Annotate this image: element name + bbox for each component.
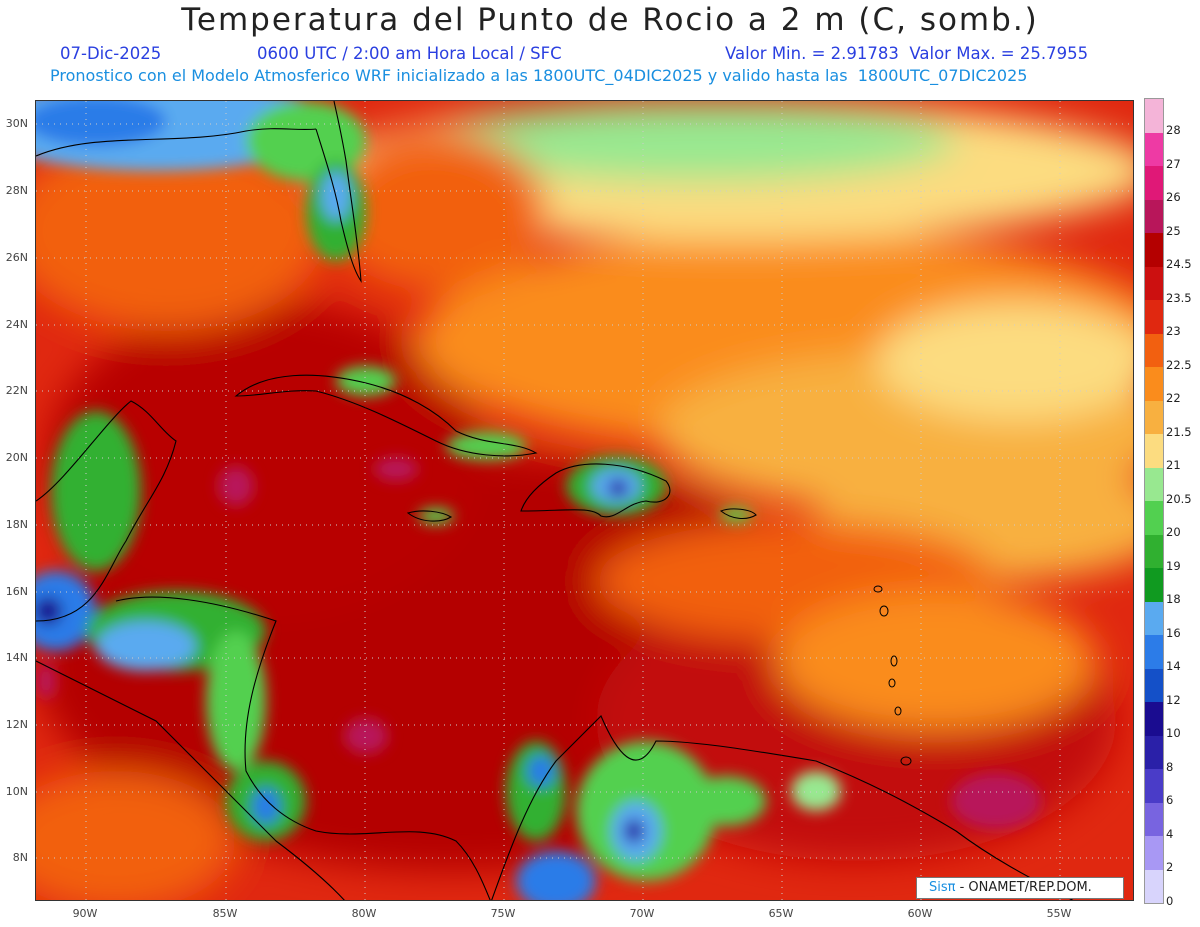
- colorbar-segment: [1145, 702, 1163, 736]
- colorbar-segment: [1145, 501, 1163, 535]
- lon-label-80w: 80W: [351, 907, 377, 920]
- lon-label-65w: 65W: [768, 907, 794, 920]
- forecast-date: 07-Dic-2025: [60, 44, 162, 63]
- lat-label-22n: 22N: [5, 384, 28, 397]
- colorbar-label: 2: [1166, 860, 1174, 874]
- pacific-coast: [36, 660, 345, 900]
- colorbar-label: 23: [1166, 324, 1181, 338]
- colorbar-segment: [1145, 836, 1163, 870]
- colorbar-segment: [1145, 199, 1163, 233]
- colorbar-label: 22.5: [1166, 357, 1192, 372]
- colorbar-label: 20.5: [1166, 491, 1192, 506]
- colorbar-segment: [1145, 99, 1163, 133]
- colorbar-segment: [1145, 601, 1163, 635]
- lon-label-90w: 90W: [72, 907, 98, 920]
- yucatan-coast: [36, 400, 177, 622]
- cuba-coast: [234, 374, 538, 457]
- us-gulf-coast: [36, 128, 317, 157]
- lat-label-18n: 18N: [5, 518, 28, 531]
- colorbar-label: 28: [1166, 123, 1181, 137]
- south-america-coast: [491, 715, 1074, 900]
- colorbar-label: 24.5: [1166, 257, 1192, 271]
- colorbar-label: 25: [1166, 223, 1181, 238]
- colorbar: [1144, 98, 1164, 904]
- dewpoint-map: [35, 100, 1134, 901]
- lat-label-12n: 12N: [5, 718, 28, 731]
- colorbar-segment: [1145, 434, 1163, 468]
- colorbar-segment: [1145, 266, 1163, 300]
- florida-coast: [315, 101, 362, 283]
- coastlines: [36, 101, 1074, 900]
- colorbar-segment: [1145, 166, 1163, 200]
- colorbar-label: 26: [1166, 190, 1181, 204]
- colorbar-segment: [1145, 467, 1163, 501]
- colorbar-segment: [1145, 802, 1163, 836]
- colorbar-label: 12: [1166, 692, 1181, 707]
- central-america-coast: [115, 596, 491, 900]
- colorbar-label: 27: [1166, 156, 1181, 171]
- lon-label-70w: 70W: [629, 907, 655, 920]
- colorbar-label: 22: [1166, 391, 1181, 405]
- lat-label-28n: 28N: [5, 184, 28, 197]
- lat-label-24n: 24N: [5, 318, 28, 331]
- lat-label-30n: 30N: [5, 117, 28, 130]
- credit-box: Sisπ - ONAMET/REP.DOM.: [916, 877, 1124, 899]
- lon-label-60w: 60W: [907, 907, 933, 920]
- colorbar-label: 10: [1166, 726, 1181, 740]
- sispi-logo: Sisπ: [929, 880, 956, 895]
- colorbar-segment: [1145, 400, 1163, 434]
- colorbar-label: 14: [1166, 659, 1181, 673]
- colorbar-segment: [1145, 635, 1163, 669]
- lat-label-16n: 16N: [5, 585, 28, 598]
- colorbar-segment: [1145, 367, 1163, 401]
- colorbar-segment: [1145, 233, 1163, 267]
- colorbar-label: 21.5: [1166, 424, 1192, 439]
- lat-label-10n: 10N: [5, 785, 28, 798]
- colorbar-label: 8: [1166, 759, 1174, 774]
- colorbar-label: 21: [1166, 458, 1181, 472]
- colorbar-segment: [1145, 300, 1163, 334]
- colorbar-segment: [1145, 769, 1163, 803]
- lon-label-85w: 85W: [212, 907, 238, 920]
- colorbar-segment: [1145, 735, 1163, 769]
- puerto-rico-coast: [719, 508, 757, 520]
- colorbar-label: 19: [1166, 558, 1181, 573]
- colorbar-segment: [1145, 132, 1163, 166]
- model-description: Pronostico con el Modelo Atmosferico WRF…: [50, 66, 1028, 85]
- colorbar-segment: [1145, 333, 1163, 367]
- colorbar-segment: [1145, 869, 1163, 903]
- map-canvas: [36, 101, 1133, 900]
- lat-label-8n: 8N: [12, 851, 28, 864]
- colorbar-label: 16: [1166, 625, 1181, 640]
- colorbar-label: 23.5: [1166, 290, 1192, 305]
- credit-text: - ONAMET/REP.DOM.: [955, 880, 1092, 895]
- colorbar-label: 6: [1166, 793, 1174, 807]
- hispaniola-coast: [520, 463, 671, 518]
- colorbar-label: 20: [1166, 525, 1181, 539]
- jamaica-coast: [406, 510, 453, 522]
- lat-label-26n: 26N: [5, 251, 28, 264]
- colorbar-label: 18: [1166, 592, 1181, 606]
- lat-label-20n: 20N: [5, 451, 28, 464]
- lat-label-14n: 14N: [5, 651, 28, 664]
- colorbar-segment: [1145, 534, 1163, 568]
- lon-label-55w: 55W: [1046, 907, 1072, 920]
- lon-label-75w: 75W: [490, 907, 516, 920]
- min-max-values: Valor Min. = 2.91783 Valor Max. = 25.795…: [725, 44, 1089, 63]
- forecast-time: 0600 UTC / 2:00 am Hora Local / SFC: [257, 44, 562, 63]
- map-title: Temperatura del Punto de Rocio a 2 m (C,…: [181, 2, 1039, 38]
- colorbar-segment: [1145, 568, 1163, 602]
- lesser-antilles: [873, 585, 912, 766]
- colorbar-segment: [1145, 668, 1163, 702]
- colorbar-label: 4: [1166, 826, 1174, 841]
- colorbar-label: 0: [1166, 893, 1174, 908]
